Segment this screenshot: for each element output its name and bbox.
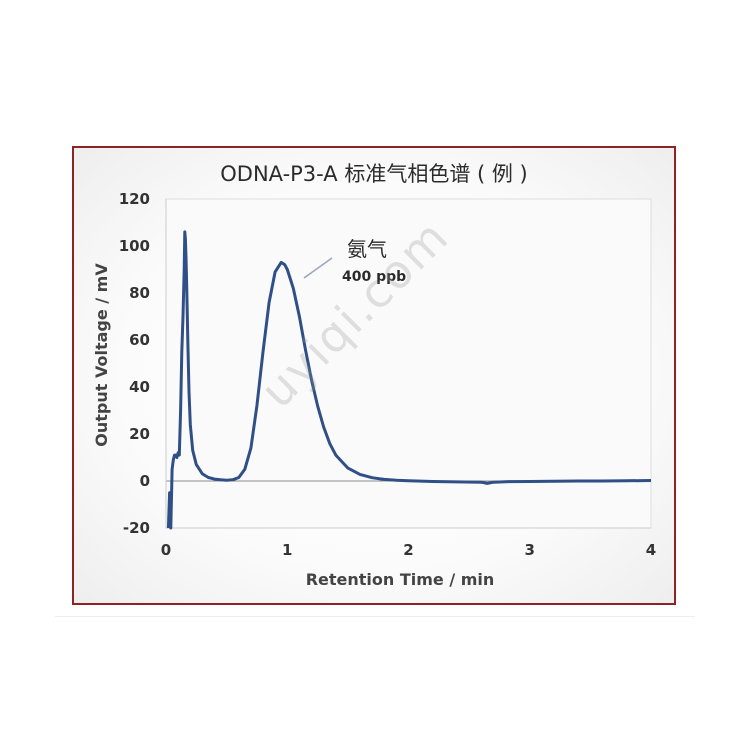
chart-title: ODNA-P3-A 标准气相色谱 ( 例 ) [220, 162, 528, 186]
y-tick-label: 0 [140, 472, 150, 490]
x-tick-labels: 0 1 2 3 4 [161, 541, 656, 559]
y-tick-label: 20 [129, 425, 150, 443]
y-tick-label: 100 [119, 237, 150, 255]
y-tick-label: 40 [129, 378, 150, 396]
y-tick-label: -20 [123, 519, 150, 537]
plot-area [165, 198, 652, 529]
x-tick-label: 1 [282, 541, 292, 559]
annotation-leader-line [303, 257, 333, 279]
y-tick-label: 120 [119, 190, 150, 208]
page-divider [55, 616, 695, 617]
x-tick-label: 3 [525, 541, 535, 559]
x-tick-label: 0 [161, 541, 171, 559]
y-tick-labels: 120 100 80 60 40 20 0 -20 [119, 190, 150, 537]
annotation-concentration: 400 ppb [342, 269, 406, 285]
series-line [166, 230, 652, 530]
x-tick-label: 4 [646, 541, 656, 559]
x-tick-label: 2 [403, 541, 413, 559]
y-tick-label: 60 [129, 331, 150, 349]
y-tick-label: 80 [129, 284, 150, 302]
y-axis-label: Output Voltage / mV [92, 263, 111, 447]
x-axis-label: Retention Time / min [306, 570, 495, 589]
annotation-compound: 氨气 [347, 237, 387, 261]
